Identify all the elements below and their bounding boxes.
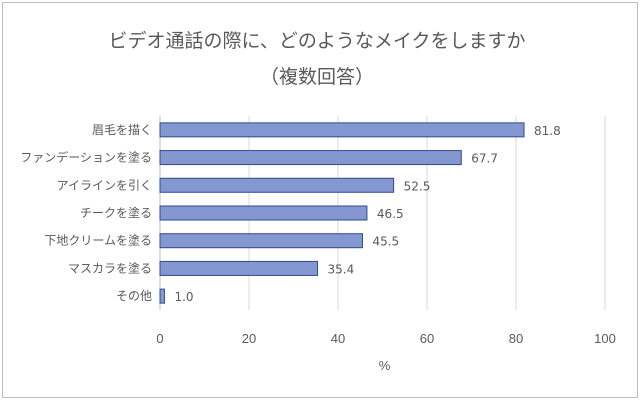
category-label: チークを塗る xyxy=(80,205,152,220)
x-tick-label: 80 xyxy=(509,331,523,346)
x-tick-label: 40 xyxy=(331,331,345,346)
bar xyxy=(159,205,368,221)
chart-subtitle: （複数回答） xyxy=(259,66,374,88)
category-label: ファンデーションを塗る xyxy=(20,150,152,165)
value-label: 1.0 xyxy=(174,290,193,304)
x-tick-label: 60 xyxy=(420,331,434,346)
bar xyxy=(159,288,165,304)
bar xyxy=(159,233,363,249)
bar xyxy=(159,122,525,138)
category-label: その他 xyxy=(116,289,152,303)
category-label: 下地クリームを塗る xyxy=(44,233,152,248)
value-label: 45.5 xyxy=(372,235,399,249)
value-label: 67.7 xyxy=(471,152,498,166)
x-tick-label: 100 xyxy=(594,331,616,346)
x-axis-label: % xyxy=(379,358,391,373)
bar xyxy=(159,260,319,276)
chart-title: ビデオ通話の際に、どのようなメイクをしますか xyxy=(108,30,526,52)
category-label: マスカラを塗る xyxy=(68,260,152,275)
value-label: 35.4 xyxy=(328,262,355,276)
value-label: 46.5 xyxy=(377,207,404,221)
bar xyxy=(159,150,462,166)
value-label: 81.8 xyxy=(534,124,561,138)
category-label: 眉毛を描く xyxy=(92,123,152,137)
bar xyxy=(159,177,395,193)
x-tick-label: 20 xyxy=(242,331,256,346)
value-label: 52.5 xyxy=(404,179,431,193)
x-tick-label: 0 xyxy=(156,331,163,346)
category-label: アイラインを引く xyxy=(57,178,152,192)
